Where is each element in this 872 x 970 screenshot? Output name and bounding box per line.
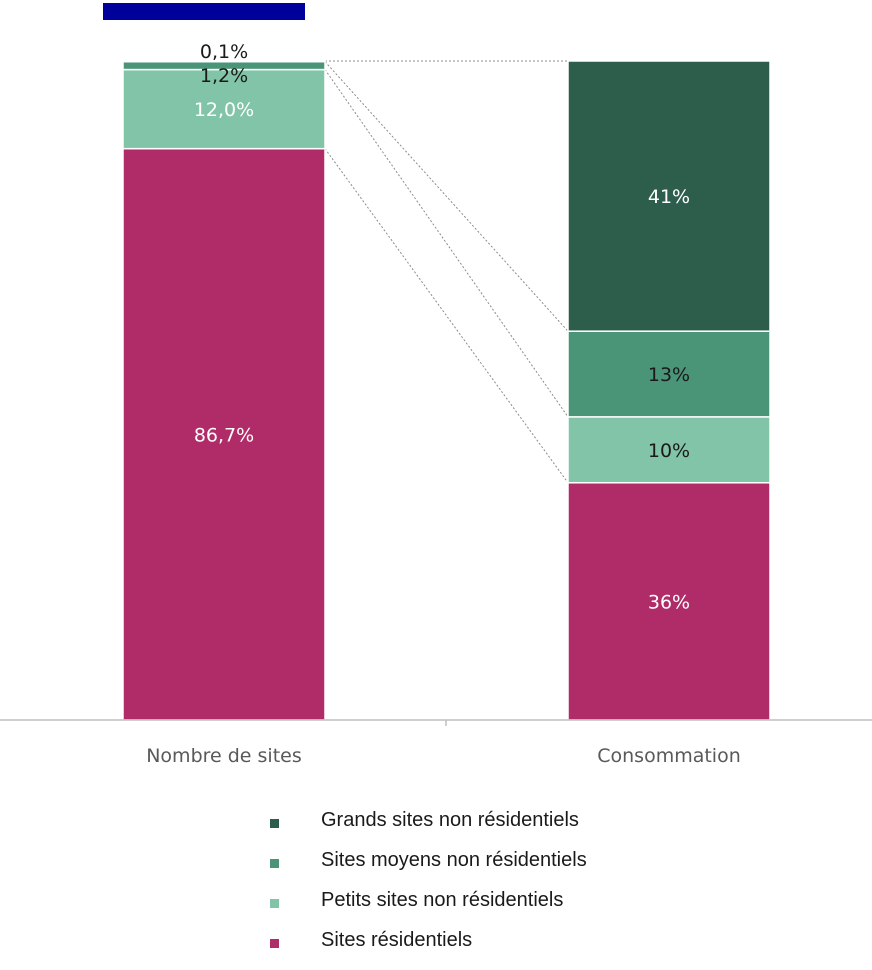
legend-swatch-moyens xyxy=(270,858,279,868)
data-label-sites-petits: 12,0% xyxy=(194,99,254,121)
bar-consommation-grands xyxy=(567,60,771,332)
legend-swatch-grands xyxy=(270,818,279,828)
legend-label-grands: Grands sites non résidentiels xyxy=(321,808,579,831)
legend-swatch-petits xyxy=(270,898,279,908)
legend-label-petits: Petits sites non résidentiels xyxy=(321,888,564,911)
legend-label-moyens: Sites moyens non résidentiels xyxy=(321,848,587,871)
bar-consommation-residentiels xyxy=(567,482,771,721)
legend-item-grands: Grands sites non résidentiels xyxy=(270,800,830,840)
connector-lines xyxy=(324,60,569,484)
legend: Grands sites non résidentiels Sites moye… xyxy=(270,800,830,960)
connector-line-moyens xyxy=(324,61,569,332)
x-tick-labels: Nombre de sites Consommation xyxy=(146,745,741,767)
legend-item-residentiels: Sites résidentiels xyxy=(270,920,830,960)
data-label-consommation-moyens: 13% xyxy=(648,364,690,386)
bar-sites-grands xyxy=(122,60,326,63)
header-blue-block xyxy=(103,3,305,20)
data-label-sites-grands: 0,1% xyxy=(200,41,248,63)
data-label-consommation-petits: 10% xyxy=(648,440,690,462)
data-label-consommation-grands: 41% xyxy=(648,186,690,208)
data-label-consommation-residentiels: 36% xyxy=(648,591,690,613)
data-label-sites-moyens: 1,2% xyxy=(200,65,248,87)
bars-group: 86,7% 12,0% 1,2%0,1% 36% 10% 13% 41% xyxy=(122,41,771,721)
legend-label-residentiels: Sites résidentiels xyxy=(321,928,473,951)
legend-swatch-residentiels xyxy=(270,938,279,948)
x-tick-label-consommation: Consommation xyxy=(597,745,741,767)
bar-consommation-moyens xyxy=(567,330,771,418)
connector-line-petits xyxy=(324,69,569,418)
bar-consommation-petits xyxy=(567,416,771,484)
data-label-sites-residentiels: 86,7% xyxy=(194,424,254,446)
bar-sites-petits xyxy=(122,68,326,150)
connector-line-residentiels xyxy=(324,148,569,484)
legend-item-moyens: Sites moyens non résidentiels xyxy=(270,840,830,880)
x-tick-label-sites: Nombre de sites xyxy=(146,745,302,767)
bar-sites-residentiels xyxy=(122,147,326,721)
legend-item-petits: Petits sites non résidentiels xyxy=(270,880,830,920)
